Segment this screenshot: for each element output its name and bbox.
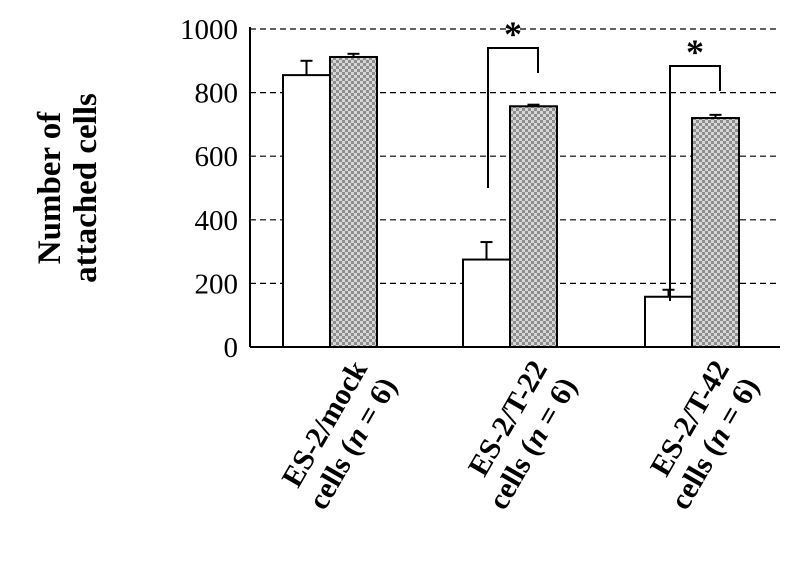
axes: [249, 27, 780, 348]
x-tick-label: ES-2/T-22cells (n = 6): [452, 355, 583, 515]
bar-series-1: [462, 258, 511, 348]
significance-brackets: * *: [487, 14, 721, 301]
y-tick-label: 800: [195, 78, 239, 110]
category-labels: ES-2/mockcells (n = 6) ES-2/T-22cells (n …: [272, 355, 765, 515]
x-tick-label: ES-2/T-42cells (n = 6): [634, 355, 765, 515]
bar-series-1: [282, 74, 331, 349]
bar-series-2: [509, 105, 558, 348]
bar-series-2: [329, 55, 378, 348]
y-tick-labels: 0 200 400 600 800 1000: [180, 14, 238, 364]
bar-series-2: [691, 117, 740, 349]
significance-star: *: [504, 14, 522, 54]
bars: [282, 55, 740, 349]
significance-bracket: [669, 65, 721, 301]
y-tick-label: 0: [224, 332, 239, 364]
significance-bracket: [487, 47, 539, 188]
x-tick-label: ES-2/mockcells (n = 6): [272, 355, 403, 515]
bar-series-1: [644, 295, 693, 349]
y-tick-label: 200: [195, 268, 239, 300]
significance-star: *: [686, 32, 704, 72]
y-axis-label: Number ofattached cells: [32, 93, 104, 283]
y-tick-label: 600: [195, 141, 239, 173]
error-bars: [300, 52, 722, 297]
y-tick-label: 1000: [180, 14, 238, 46]
y-tick-label: 400: [195, 205, 239, 237]
